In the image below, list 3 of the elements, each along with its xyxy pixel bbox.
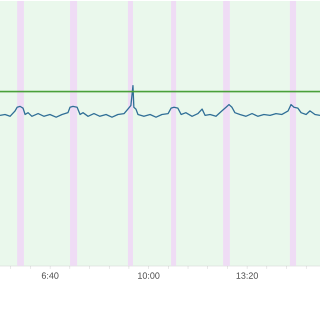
x-tick-label: 6:40 [42, 272, 59, 279]
x-tick-label: 13:20 [236, 272, 258, 279]
x-tick-label: 10:00 [138, 272, 160, 279]
